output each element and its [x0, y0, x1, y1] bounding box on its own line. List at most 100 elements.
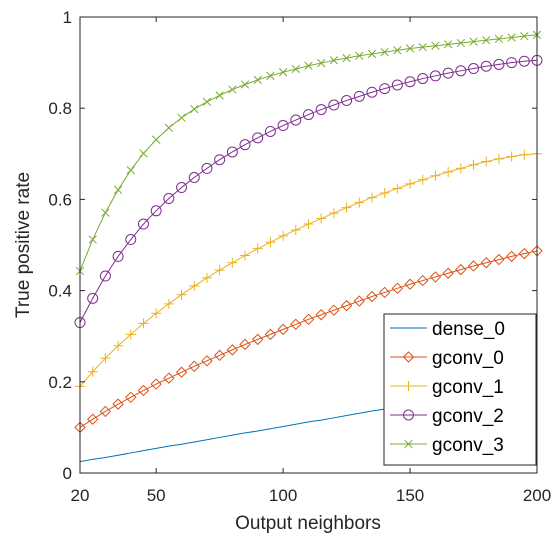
- series-line-gconv_2: [79, 59, 538, 323]
- data-point-gconv_3: [418, 42, 427, 52]
- x-tick-label: 200: [523, 486, 551, 505]
- data-point-gconv_3: [202, 97, 212, 106]
- data-point-gconv_1: [481, 156, 492, 167]
- data-point-gconv_1: [417, 174, 428, 185]
- data-point-gconv_2: [303, 109, 314, 121]
- series-gconv_3: [75, 30, 542, 276]
- data-point-gconv_2: [455, 65, 467, 77]
- data-point-gconv_3: [342, 53, 351, 63]
- data-point-gconv_3: [291, 64, 300, 74]
- data-point-gconv_1: [405, 178, 416, 189]
- data-point-gconv_0: [378, 286, 391, 299]
- data-point-gconv_2: [137, 218, 149, 230]
- data-point-gconv_1: [163, 298, 174, 309]
- legend-label: gconv_0: [432, 348, 504, 369]
- data-point-gconv_2: [290, 114, 302, 126]
- data-point-gconv_1: [214, 265, 225, 276]
- x-tick-label: 50: [147, 486, 166, 505]
- data-point-gconv_1: [506, 151, 517, 162]
- data-point-gconv_3: [190, 104, 199, 114]
- data-point-gconv_3: [431, 41, 440, 50]
- series-gconv_1: [75, 148, 542, 392]
- data-point-gconv_1: [443, 167, 454, 178]
- data-point-gconv_0: [391, 282, 404, 295]
- data-point-gconv_0: [290, 318, 302, 331]
- data-point-gconv_0: [137, 384, 150, 397]
- data-point-gconv_2: [214, 154, 226, 166]
- data-point-gconv_3: [240, 80, 250, 89]
- data-point-gconv_1: [151, 308, 162, 319]
- data-point-gconv_3: [329, 56, 339, 65]
- data-point-gconv_2: [468, 63, 480, 75]
- data-point-gconv_1: [328, 208, 339, 219]
- data-point-gconv_2: [353, 90, 365, 102]
- data-point-gconv_0: [86, 413, 99, 425]
- data-point-gconv_0: [213, 349, 226, 362]
- data-point-gconv_0: [226, 344, 239, 356]
- data-point-gconv_3: [139, 149, 148, 158]
- data-point-gconv_3: [469, 37, 478, 46]
- data-point-gconv_3: [507, 33, 516, 42]
- data-point-gconv_1: [354, 197, 365, 208]
- data-point-gconv_1: [176, 289, 187, 300]
- data-point-gconv_2: [391, 79, 403, 91]
- data-point-gconv_2: [429, 70, 441, 82]
- data-point-gconv_0: [455, 263, 467, 276]
- data-point-gconv_0: [150, 378, 162, 390]
- data-point-gconv_1: [519, 149, 530, 160]
- data-point-gconv_0: [404, 278, 416, 290]
- data-point-gconv_0: [505, 250, 518, 263]
- data-point-gconv_0: [315, 309, 327, 321]
- data-point-gconv_1: [379, 188, 390, 199]
- data-point-gconv_0: [175, 366, 188, 378]
- data-point-gconv_2: [328, 99, 340, 111]
- legend-marker: [403, 381, 414, 391]
- legend: dense_0 gconv_0 gconv_1 gconv_2 gconv_3: [383, 313, 537, 466]
- data-point-gconv_3: [113, 185, 123, 194]
- plot-area-border: [79, 16, 538, 474]
- data-point-gconv_1: [455, 163, 466, 174]
- data-point-gconv_2: [277, 120, 289, 132]
- y-axis-title: True positive rate: [13, 172, 34, 318]
- data-point-gconv_0: [239, 338, 251, 351]
- data-point-gconv_0: [99, 405, 112, 418]
- data-point-gconv_2: [442, 67, 454, 79]
- data-point-gconv_1: [341, 202, 352, 213]
- data-point-gconv_1: [303, 219, 314, 230]
- data-point-gconv_3: [304, 61, 313, 70]
- data-point-gconv_0: [467, 260, 480, 272]
- data-point-gconv_0: [328, 304, 340, 316]
- data-point-gconv_3: [520, 31, 529, 41]
- data-point-gconv_0: [277, 323, 289, 336]
- data-point-gconv_3: [253, 75, 262, 85]
- data-point-gconv_1: [138, 318, 149, 329]
- legend-label: gconv_1: [432, 377, 504, 398]
- data-point-gconv_3: [88, 235, 97, 244]
- data-point-gconv_2: [176, 182, 188, 194]
- data-point-gconv_1: [189, 281, 200, 292]
- data-point-gconv_1: [125, 329, 136, 340]
- data-point-gconv_0: [252, 333, 264, 346]
- data-point-gconv_2: [99, 270, 111, 282]
- data-point-gconv_3: [494, 34, 504, 44]
- legend-item-gconv_3: gconv_3: [390, 435, 504, 456]
- legend-box: [383, 313, 537, 466]
- data-point-gconv_0: [125, 391, 137, 404]
- data-point-gconv_3: [355, 51, 364, 60]
- data-point-gconv_2: [366, 86, 378, 98]
- data-point-gconv_0: [201, 355, 213, 367]
- data-point-gconv_1: [87, 366, 98, 377]
- data-point-gconv_1: [252, 243, 263, 254]
- data-point-gconv_1: [493, 153, 504, 164]
- y-tick-label: 1: [63, 8, 72, 27]
- data-point-gconv_2: [315, 104, 327, 116]
- data-point-gconv_3: [126, 166, 135, 175]
- y-tick-label: 0.8: [48, 99, 72, 118]
- data-point-gconv_0: [112, 398, 124, 410]
- data-point-gconv_0: [264, 328, 277, 341]
- legend-marker: [403, 409, 414, 421]
- data-point-gconv_1: [392, 183, 403, 194]
- legend-item-gconv_0: gconv_0: [390, 348, 504, 369]
- legend-label: gconv_3: [432, 435, 504, 456]
- data-point-gconv_1: [113, 340, 124, 351]
